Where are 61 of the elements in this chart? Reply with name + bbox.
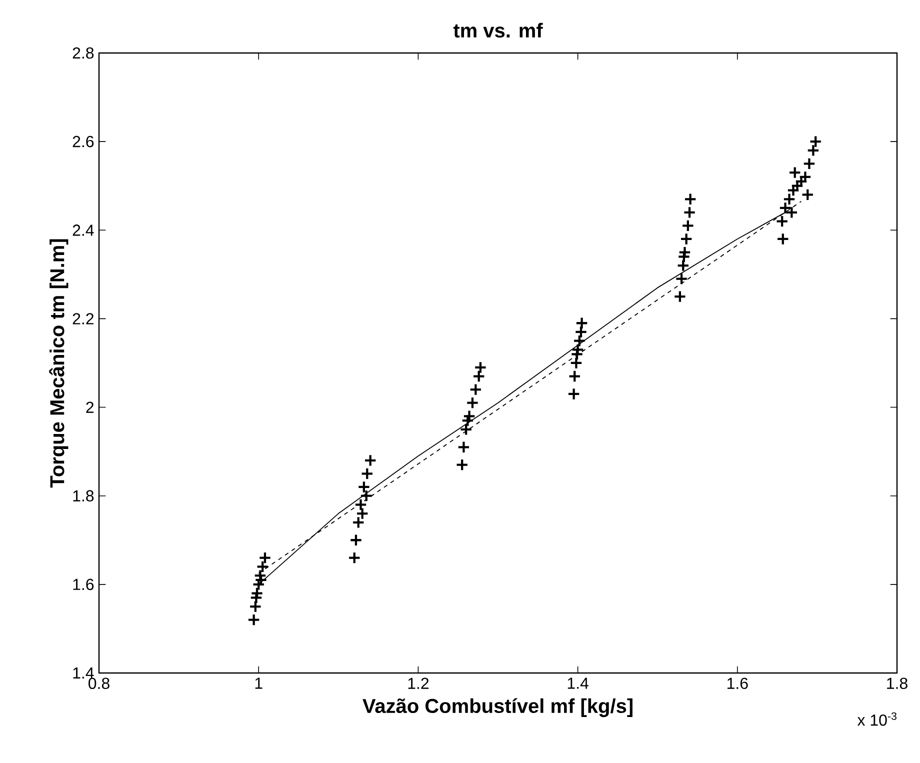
point [575, 316, 588, 330]
point [348, 551, 361, 564]
point [683, 206, 696, 219]
point [806, 144, 820, 157]
x-axis-title: Vazão Combustível mf [kg/s] [362, 698, 632, 718]
point [469, 383, 482, 396]
point [472, 370, 486, 383]
x-tick-label: 1.4 [568, 678, 588, 689]
point [466, 396, 479, 410]
point [354, 498, 368, 512]
point [352, 516, 365, 529]
point [776, 232, 790, 246]
point [474, 361, 487, 374]
point [570, 356, 583, 370]
point [364, 454, 377, 467]
point [574, 326, 588, 338]
point [674, 290, 686, 303]
x-tick-label: 1.8 [887, 678, 908, 690]
y-axis-title: Torque Mecânico tm [N.m] [49, 239, 68, 488]
point [676, 259, 690, 272]
point [457, 440, 470, 454]
point [356, 507, 369, 520]
point [250, 586, 264, 600]
point [675, 272, 688, 286]
y-tick-label: 2 [86, 402, 94, 413]
point [247, 613, 260, 626]
point [682, 219, 694, 232]
point [678, 246, 692, 259]
y-tick-label: 2.6 [72, 136, 94, 148]
point [684, 192, 697, 206]
point [460, 423, 472, 436]
y-tick-label: 1.6 [73, 578, 94, 590]
x-tick-label: 1.6 [728, 678, 748, 690]
point [680, 232, 693, 246]
point [456, 458, 468, 472]
point [776, 214, 788, 228]
y-tick-label: 2.8 [72, 47, 94, 59]
point [358, 480, 370, 494]
point [360, 467, 374, 480]
y-tick-label: 1.4 [73, 667, 94, 678]
y-tick-label: 2.2 [72, 313, 94, 324]
point [802, 157, 816, 170]
point [258, 551, 272, 564]
point [568, 370, 582, 383]
point [782, 192, 796, 206]
point [809, 135, 822, 148]
y-tick-label: 1.8 [73, 490, 94, 502]
x-tick-label: 0.8 [88, 678, 110, 690]
point [360, 489, 373, 502]
x-tick-label: 1.2 [408, 678, 429, 689]
point [461, 414, 474, 427]
point [249, 600, 262, 613]
x-tick-label: 1 [255, 678, 262, 689]
point [567, 388, 580, 400]
point [256, 560, 270, 574]
point [573, 334, 586, 348]
y-tick-label: 2.4 [72, 224, 94, 236]
text: x 10$^{-3}$ [857, 712, 896, 726]
point [350, 534, 362, 547]
point [801, 188, 814, 202]
chart-title: tm vs. mf [453, 22, 543, 38]
